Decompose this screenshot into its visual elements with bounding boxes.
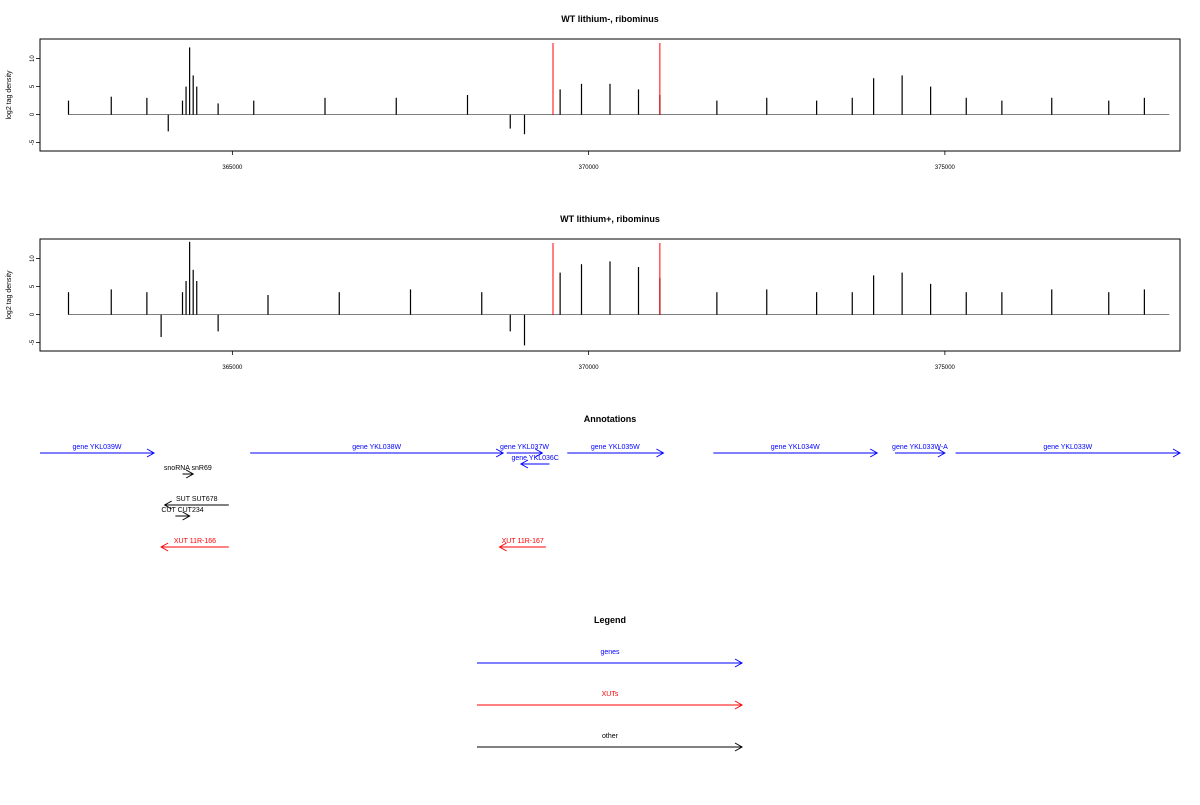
feature-arrowhead <box>495 448 505 458</box>
y-axis: -5 0 5 10 <box>30 55 40 145</box>
x-tick-label: 370000 <box>579 165 600 171</box>
feature-label: SUT SUT678 <box>176 496 218 503</box>
feature-label: gene YKL034W <box>771 444 820 451</box>
feature-label: gene YKL039W <box>73 444 122 451</box>
y-tick-label: 5 <box>30 84 36 88</box>
plot-frame <box>39 238 1181 352</box>
y-tick-label: 5 <box>30 284 36 288</box>
feature-arrowhead <box>185 469 195 479</box>
feature-arrowhead <box>163 500 172 510</box>
annotation-feature: XUT 11R-166 <box>160 538 229 552</box>
feature-label: gene YKL035W <box>591 444 640 451</box>
annotation-feature: gene YKL035W <box>567 444 665 458</box>
legend-label: other <box>602 733 619 740</box>
track-panel-lithium-minus: WT lithium-, ribominus log2 tag density … <box>6 14 1181 171</box>
y-axis-label: log2 tag density <box>6 270 13 320</box>
x-tick-label: 365000 <box>222 165 243 171</box>
legend-item: genes <box>477 649 744 668</box>
annotation-feature: gene YKL034W <box>713 444 879 458</box>
feature-label: XUT 11R-167 <box>502 538 544 545</box>
feature-arrowhead <box>498 542 507 552</box>
legend-arrowhead <box>734 658 744 668</box>
feature-arrowhead <box>535 448 544 458</box>
feature-arrowhead <box>160 542 169 552</box>
legend-arrowhead <box>734 700 744 710</box>
y-tick-label: -5 <box>30 139 36 145</box>
annotation-features: gene YKL039W gene YKL038W gene YKL037W gene… <box>40 444 1182 552</box>
feature-label: gene YKL036C <box>512 455 559 462</box>
feature-arrowhead <box>937 448 946 458</box>
annotation-feature: snoRNA snR69 <box>164 465 212 479</box>
feature-arrowhead <box>869 448 879 458</box>
legend-title: Legend <box>594 615 626 625</box>
annotation-feature: gene YKL033W <box>955 444 1182 458</box>
marker-lines <box>552 43 661 115</box>
feature-label: gene YKL033W-A <box>892 444 948 451</box>
feature-label: gene YKL037W <box>500 444 549 451</box>
y-axis-label: log2 tag density <box>6 70 13 120</box>
plot-frame <box>39 38 1181 152</box>
y-tick-label: 10 <box>30 55 36 62</box>
y-tick-label: 0 <box>30 312 36 316</box>
marker-lines <box>552 243 661 315</box>
y-axis: -5 0 5 10 <box>30 255 40 345</box>
signal-bars <box>67 241 1170 346</box>
feature-label: gene YKL038W <box>352 444 401 451</box>
annotation-feature: XUT 11R-167 <box>498 538 546 552</box>
y-tick-label: -5 <box>30 339 36 345</box>
annotation-feature: gene YKL039W <box>40 444 156 458</box>
feature-label: snoRNA snR69 <box>164 465 212 472</box>
track-panel-lithium-plus: WT lithium+, ribominus log2 tag density … <box>6 214 1181 371</box>
feature-arrowhead <box>1172 448 1182 458</box>
panel-title: WT lithium-, ribominus <box>561 14 659 24</box>
x-tick-label: 375000 <box>935 165 956 171</box>
legend-items: genes XUTs other <box>477 649 744 752</box>
feature-arrowhead <box>656 448 665 458</box>
feature-arrowhead <box>519 459 529 469</box>
feature-label: gene YKL033W <box>1043 444 1092 451</box>
x-axis: 365000 370000 375000 <box>222 151 956 171</box>
feature-label: CUT CUT234 <box>161 507 203 514</box>
annotation-feature: gene YKL033W-A <box>892 444 948 458</box>
legend-item: XUTs <box>477 691 744 710</box>
feature-arrowhead <box>146 448 156 458</box>
annotation-feature: SUT SUT678 <box>163 496 229 510</box>
legend-label: XUTs <box>602 691 619 698</box>
x-tick-label: 365000 <box>222 365 243 371</box>
annotations-title: Annotations <box>584 414 637 424</box>
x-tick-label: 370000 <box>579 365 600 371</box>
panel-title: WT lithium+, ribominus <box>560 214 660 224</box>
annotations-panel: Annotations gene YKL039W gene YKL038W gene… <box>40 414 1182 552</box>
annotation-feature: gene YKL036C <box>512 455 559 469</box>
y-tick-label: 0 <box>30 112 36 116</box>
legend-label: genes <box>600 649 620 656</box>
x-axis: 365000 370000 375000 <box>222 351 956 371</box>
signal-bars <box>67 47 1170 135</box>
annotation-feature: CUT CUT234 <box>161 507 204 521</box>
y-tick-label: 10 <box>30 255 36 262</box>
legend-arrowhead <box>734 742 744 752</box>
feature-label: XUT 11R-166 <box>174 538 216 545</box>
feature-arrowhead <box>182 511 191 521</box>
x-tick-label: 375000 <box>935 365 956 371</box>
annotation-feature: gene YKL038W <box>250 444 505 458</box>
legend-panel: Legend genes XUTs other <box>477 615 744 752</box>
legend-item: other <box>477 733 744 752</box>
annotation-feature: gene YKL037W <box>500 444 549 458</box>
